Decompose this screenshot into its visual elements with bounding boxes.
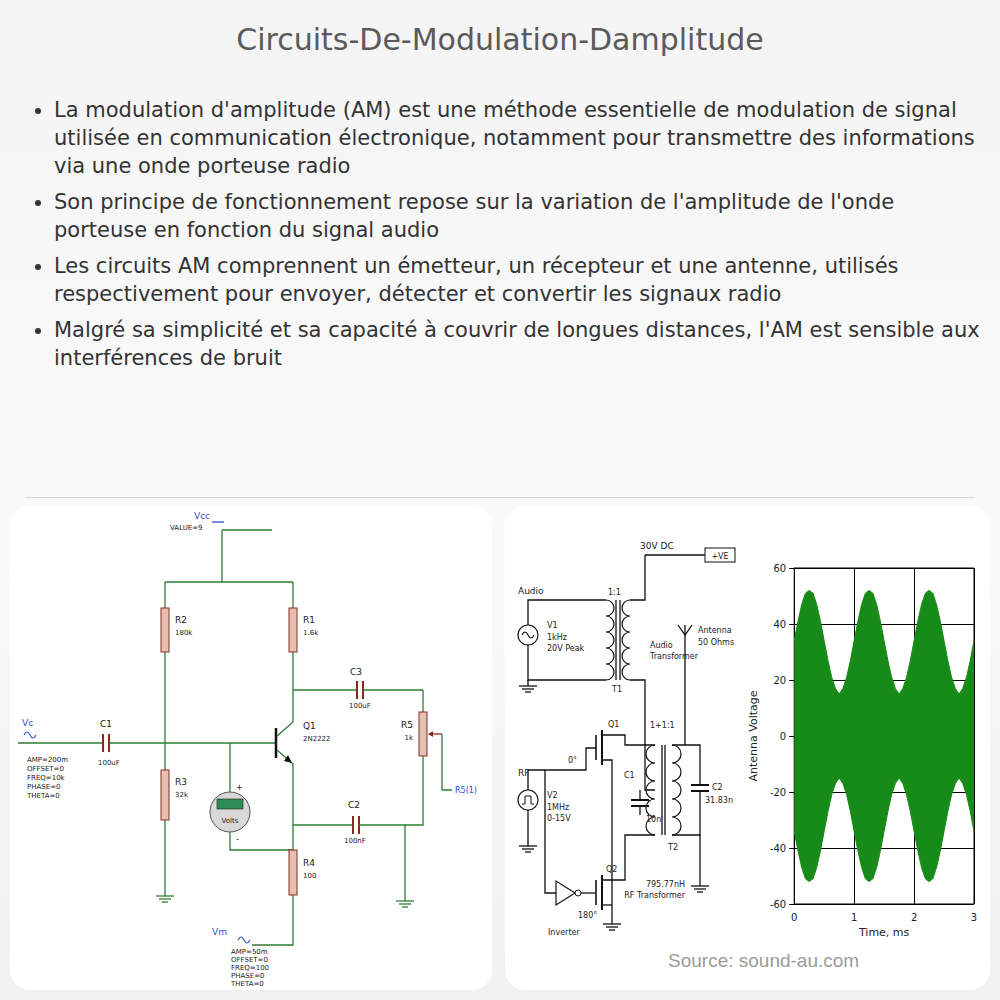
svg-text:-: - <box>236 835 239 844</box>
svg-text:Time, ms: Time, ms <box>858 926 910 939</box>
svg-text:T1: T1 <box>611 685 622 694</box>
svg-text:100uF: 100uF <box>349 702 371 710</box>
svg-text:R5(1): R5(1) <box>455 786 477 795</box>
svg-text:Transformer: Transformer <box>649 652 699 661</box>
svg-text:100uF: 100uF <box>98 759 120 767</box>
html-text:Son principe de fonctionnement: Son principe de fonctionnement repose su… <box>54 190 895 242</box>
svg-text:1k: 1k <box>404 734 413 742</box>
svg-text:20: 20 <box>773 675 786 686</box>
svg-text:Q1: Q1 <box>303 721 316 731</box>
svg-text:1+1:1: 1+1:1 <box>650 721 675 730</box>
svg-text:RF Transformer: RF Transformer <box>624 891 685 900</box>
svg-text:2N2222: 2N2222 <box>303 735 331 743</box>
svg-text:C2: C2 <box>712 783 723 792</box>
svg-text:1.6k: 1.6k <box>303 629 319 637</box>
svg-text:R1: R1 <box>303 615 315 625</box>
svg-text:FREQ=10k: FREQ=10k <box>27 774 66 782</box>
svg-text:R5: R5 <box>401 720 413 730</box>
svg-text:1kHz: 1kHz <box>547 633 567 642</box>
svg-text:PHASE=0: PHASE=0 <box>231 972 264 980</box>
svg-text:32k: 32k <box>175 791 189 799</box>
svg-text:VALUE=9: VALUE=9 <box>170 524 203 532</box>
svg-text:-40: -40 <box>770 843 786 854</box>
svg-text:100nF: 100nF <box>344 837 366 845</box>
svg-text:31.83n: 31.83n <box>705 796 733 805</box>
svg-text:C2: C2 <box>348 800 360 810</box>
html-text:Circuits-De-Modulation-Damplit: Circuits-De-Modulation-Damplitude <box>236 22 764 57</box>
svg-text:2: 2 <box>911 912 917 923</box>
svg-text:-20: -20 <box>770 787 786 798</box>
svg-text:Antenna Voltage: Antenna Voltage <box>747 690 760 781</box>
svg-text:T2: T2 <box>667 843 678 852</box>
svg-text:FREQ=100: FREQ=100 <box>231 964 269 972</box>
svg-text:R4: R4 <box>303 858 315 868</box>
svg-text:20V Peak: 20V Peak <box>547 644 585 653</box>
svg-text:PHASE=0: PHASE=0 <box>27 783 60 791</box>
svg-text:Vm: Vm <box>212 927 227 937</box>
svg-text:V1: V1 <box>547 621 558 630</box>
svg-text:3: 3 <box>971 912 977 923</box>
html-text:Malgré sa simplicité et sa cap: Malgré sa simplicité et sa capacité à co… <box>54 318 980 370</box>
svg-text:C1: C1 <box>100 719 112 729</box>
html-text:Source: sound-au.com: Source: sound-au.com <box>668 950 860 971</box>
svg-text:-60: -60 <box>770 899 786 910</box>
svg-text:795.77nH: 795.77nH <box>646 880 685 889</box>
svg-text:Vcc: Vcc <box>194 511 210 521</box>
svg-text:THETA=0: THETA=0 <box>26 792 60 800</box>
svg-text:Audio: Audio <box>518 586 544 596</box>
svg-text:0-15V: 0-15V <box>547 814 571 823</box>
svg-text:60: 60 <box>773 563 786 574</box>
svg-text:Volts: Volts <box>222 817 239 825</box>
svg-text:Q2: Q2 <box>606 865 617 874</box>
svg-text:1:1: 1:1 <box>608 588 621 597</box>
svg-text:+: + <box>236 783 243 792</box>
svg-text:Inverter: Inverter <box>548 928 580 937</box>
svg-text:C3: C3 <box>350 667 362 677</box>
svg-text:Q1: Q1 <box>608 720 619 729</box>
html-text:Les circuits AM comprennent un: Les circuits AM comprennent un émetteur,… <box>54 254 899 306</box>
svg-text:180°: 180° <box>578 911 597 920</box>
svg-text:1: 1 <box>851 912 857 923</box>
svg-text:OFFSET=0: OFFSET=0 <box>27 765 64 773</box>
svg-text:0°: 0° <box>568 756 577 765</box>
svg-text:V2: V2 <box>547 791 558 800</box>
svg-text:Vc: Vc <box>22 718 33 728</box>
svg-text:180k: 180k <box>175 629 193 637</box>
svg-text:AMP=50m: AMP=50m <box>231 948 268 956</box>
svg-text:OFFSET=0: OFFSET=0 <box>231 956 268 964</box>
svg-text:R2: R2 <box>175 615 187 625</box>
svg-text:R3: R3 <box>175 777 187 787</box>
svg-text:Antenna: Antenna <box>698 626 732 635</box>
svg-text:0: 0 <box>791 912 797 923</box>
svg-text:100: 100 <box>303 872 316 880</box>
svg-text:0: 0 <box>780 731 786 742</box>
svg-text:40: 40 <box>773 619 786 630</box>
svg-text:50 Ohms: 50 Ohms <box>698 638 734 647</box>
svg-text:30V DC: 30V DC <box>640 541 674 551</box>
html-text:La modulation d'amplitude (AM): La modulation d'amplitude (AM) est une m… <box>54 98 975 178</box>
svg-text:AMP=200m: AMP=200m <box>27 756 68 764</box>
svg-text:10n: 10n <box>646 815 661 824</box>
svg-text:THETA=0: THETA=0 <box>230 980 264 988</box>
svg-text:RF: RF <box>518 768 530 778</box>
svg-text:Audio: Audio <box>650 641 673 650</box>
svg-text:C1: C1 <box>624 771 635 780</box>
svg-text:1MHz: 1MHz <box>547 803 569 812</box>
svg-text:+VE: +VE <box>711 552 728 561</box>
